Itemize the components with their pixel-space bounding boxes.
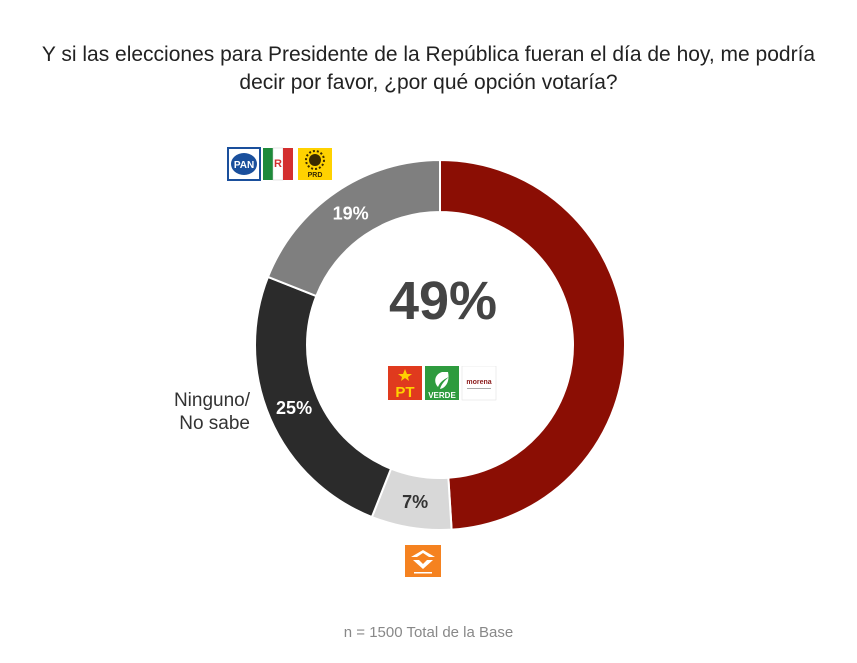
pt-verde-morena-logos: PT VERDE morena bbox=[388, 366, 497, 401]
donut-slice-3 bbox=[266, 158, 441, 298]
slice-label-1: 7% bbox=[402, 492, 428, 512]
chart-title: Y si las elecciones para Presidente de l… bbox=[41, 43, 816, 94]
morena-logo-text: morena bbox=[466, 379, 491, 386]
center-value-label: 49% bbox=[388, 271, 498, 331]
side-label-line2: No sabe bbox=[179, 413, 250, 434]
verde-logo-text: VERDE bbox=[428, 391, 456, 400]
slice-label-3: 19% bbox=[333, 203, 369, 223]
movimiento-ciudadano-logo-icon bbox=[405, 545, 441, 577]
prd-logo-text: PRD bbox=[308, 172, 323, 179]
side-label-line1: Ninguno/ bbox=[173, 390, 250, 411]
svg-text:R: R bbox=[274, 158, 282, 170]
verde-logo-icon: VERDE bbox=[425, 366, 459, 400]
slice-label-2: 25% bbox=[276, 398, 312, 418]
prd-logo-icon: PRD bbox=[298, 148, 332, 180]
pan-logo-text: PAN bbox=[234, 160, 254, 171]
pt-logo-icon: PT bbox=[388, 366, 422, 401]
sample-footnote: n = 1500 Total de la Base bbox=[343, 624, 514, 641]
donut-slice-0 bbox=[439, 158, 627, 531]
pan-pri-prd-logos: PAN R PRD bbox=[227, 147, 332, 181]
morena-logo-icon: morena bbox=[461, 366, 497, 401]
pan-logo-icon: PAN bbox=[227, 147, 261, 181]
pt-logo-text: PT bbox=[395, 384, 414, 401]
pri-logo-icon: R bbox=[263, 147, 293, 181]
side-category-label: Ninguno/ No sabe bbox=[150, 389, 250, 435]
